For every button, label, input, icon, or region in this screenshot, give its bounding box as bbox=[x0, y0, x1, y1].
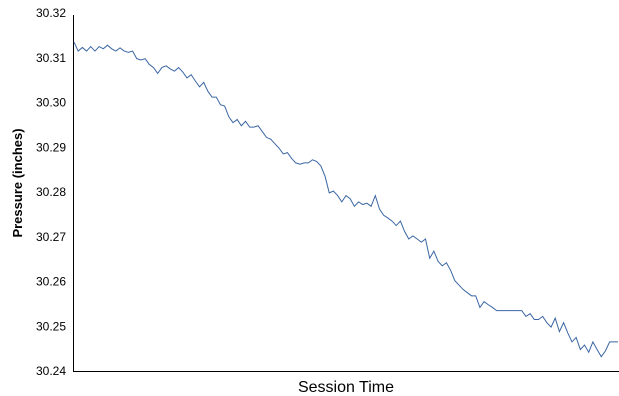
y-tick-label: 30.28 bbox=[36, 185, 66, 199]
y-tick-label: 30.31 bbox=[36, 51, 66, 65]
y-tick-label: 30.27 bbox=[36, 230, 66, 244]
y-tick-label: 30.25 bbox=[36, 319, 66, 333]
y-tick-label: 30.32 bbox=[36, 6, 66, 20]
y-tick-label: 30.29 bbox=[36, 140, 66, 154]
y-axis-ticks: 30.32 30.31 30.30 30.29 30.28 30.27 30.26 30.25… bbox=[36, 6, 66, 378]
y-tick-label: 30.30 bbox=[36, 96, 66, 110]
y-tick-label: 30.26 bbox=[36, 275, 66, 289]
x-axis-title: Session Time bbox=[298, 379, 394, 396]
pressure-series-line bbox=[73, 41, 618, 358]
y-axis-title: Pressure (inches) bbox=[10, 128, 25, 237]
y-tick-label: 30.24 bbox=[36, 364, 66, 378]
